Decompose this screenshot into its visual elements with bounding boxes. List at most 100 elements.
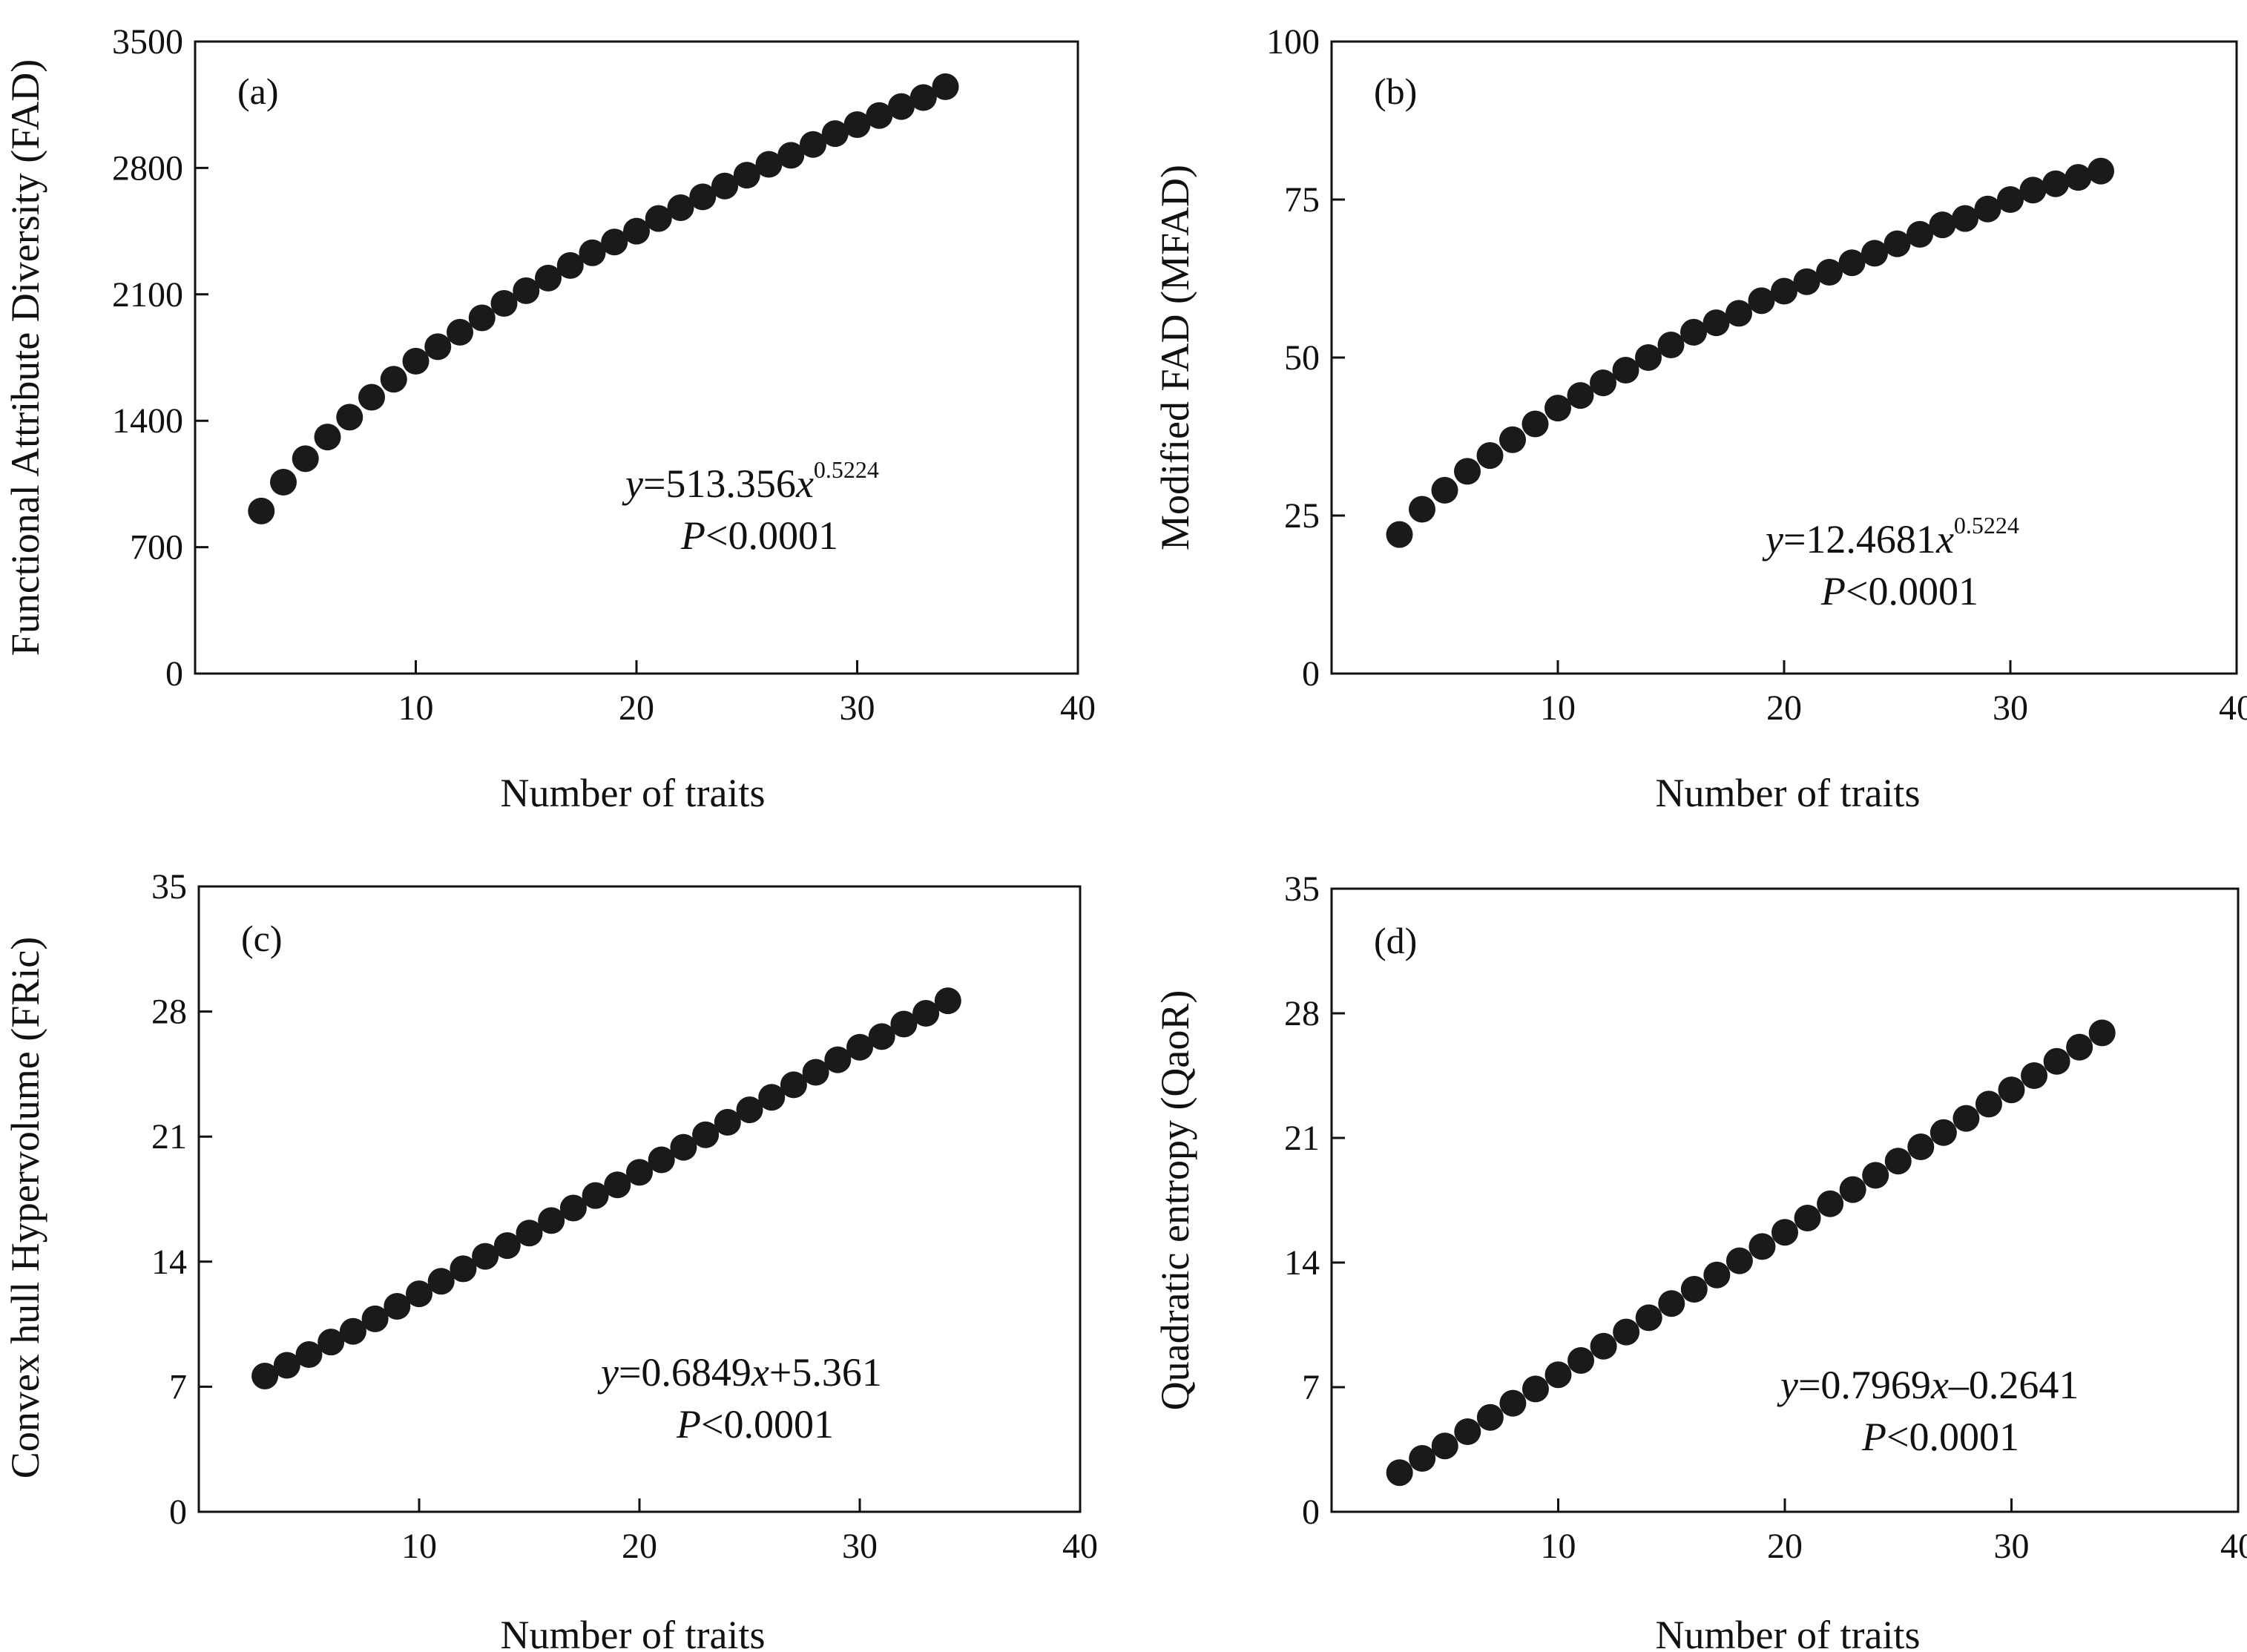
- panel-d-data-point: [1817, 1190, 1844, 1217]
- panel-c-data-point: [912, 1000, 940, 1027]
- panel-c-data-point: [604, 1171, 631, 1199]
- panel-b-xlabel: Number of traits: [1656, 771, 1921, 815]
- panel-b-data-point: [2019, 177, 2047, 204]
- panel-a-ylabel: Functional Attribute Diversity (FAD): [3, 59, 47, 656]
- panel-a-data-point: [358, 384, 385, 411]
- panel-a-equation: y=513.356x0.5224: [622, 456, 879, 506]
- panel-c-data-point: [758, 1084, 786, 1111]
- panel-c-plot-area: [197, 885, 1082, 1513]
- panel-b-data-point: [1952, 205, 1978, 232]
- panel-a-data-point: [623, 217, 650, 245]
- panel-c: 0 7 14 21 28 35 10 20 30 40 (c) Number of traits…: [3, 867, 1098, 1652]
- panel-a-data-point: [248, 497, 275, 524]
- panel-c-data-point: [714, 1108, 741, 1136]
- panel-a-pvalue: P<0.0001: [680, 513, 838, 558]
- panel-b-data-point: [1702, 309, 1730, 337]
- panel-d-data-point: [2043, 1047, 2070, 1075]
- panel-d-data-point: [1499, 1389, 1527, 1417]
- panel-a-data-point: [292, 445, 319, 473]
- panel-d-data-point: [1771, 1219, 1798, 1246]
- panel-a-data-point: [556, 251, 584, 279]
- panel-d-data-point: [1725, 1247, 1753, 1274]
- panel-c-data-point: [251, 1362, 279, 1389]
- panel-d-data-point: [1748, 1233, 1776, 1260]
- panel-a-data-point: [689, 183, 717, 211]
- panel-a-points: [248, 73, 959, 524]
- panel-a-ytick-label: 2100: [112, 275, 183, 315]
- panel-d-ytick-label: 0: [1302, 1493, 1320, 1532]
- panel-b-ytick-label: 0: [1302, 654, 1320, 694]
- panel-a-data-point: [535, 264, 562, 292]
- panel-a-data-point: [513, 277, 540, 304]
- panel-d-yticks: 0 7 14 21 28 35: [1284, 869, 1345, 1532]
- panel-d-ytick-label: 28: [1284, 994, 1320, 1033]
- panel-b-data-point: [1476, 442, 1504, 470]
- panel-d-data-point: [1907, 1133, 1935, 1160]
- panel-d-data-point: [2021, 1062, 2048, 1089]
- panel-c-label: (c): [241, 918, 283, 959]
- panel-d-xtick-label: 20: [1767, 1527, 1803, 1566]
- panel-d-data-point: [1386, 1459, 1413, 1487]
- panel-d-xtick-label: 40: [2220, 1527, 2247, 1566]
- panel-d-data-point: [1521, 1375, 1549, 1403]
- panel-c-data-point: [273, 1352, 300, 1379]
- panel-c-xtick-label: 30: [842, 1527, 878, 1566]
- panel-d-data-point: [1929, 1119, 1957, 1146]
- panel-d-data-point: [1680, 1276, 1708, 1303]
- panel-d-ylabel: Quadratic entropy (QaoR): [1153, 990, 1197, 1411]
- panel-a-data-point: [424, 333, 452, 361]
- panel-a-ytick-label: 3500: [112, 22, 183, 62]
- panel-d-data-point: [1613, 1318, 1640, 1346]
- panel-a: 0 700 1400 2100 2800 3500 10 20 30 40 (a) Number…: [3, 22, 1096, 815]
- panel-b-xtick-label: 40: [2219, 688, 2247, 728]
- panel-a-label: (a): [237, 70, 279, 112]
- panel-d-data-point: [1635, 1304, 1662, 1332]
- panel-d-pvalue: P<0.0001: [1861, 1415, 2019, 1459]
- panel-a-data-point: [601, 228, 628, 256]
- panel-a-data-point: [270, 468, 297, 496]
- panel-a-data-point: [777, 142, 805, 169]
- panel-a-data-point: [667, 194, 694, 221]
- panel-c-data-point: [427, 1268, 455, 1295]
- panel-a-data-point: [800, 131, 826, 158]
- panel-c-ytick-label: 7: [169, 1367, 187, 1406]
- panel-b-data-point: [1997, 186, 2024, 213]
- panel-c-data-point: [736, 1096, 763, 1124]
- panel-c-points: [251, 987, 961, 1389]
- panel-a-ytick-label: 700: [130, 528, 183, 567]
- panel-d-xticks: 10 20 30 40: [1541, 1498, 2247, 1566]
- panel-a-xlabel: Number of traits: [501, 771, 766, 815]
- panel-d-points: [1386, 1019, 2116, 1487]
- panel-b-xticks: 10 20 30 40: [1540, 660, 2247, 728]
- panel-b-data-point: [1884, 230, 1911, 257]
- panel-a-plot-area: [194, 40, 1079, 675]
- panel-a-data-point: [733, 162, 760, 189]
- panel-c-xtick-label: 10: [401, 1527, 437, 1566]
- panel-b-data-point: [1771, 277, 1797, 305]
- panel-c-data-point: [318, 1329, 345, 1356]
- panel-d-data-point: [1998, 1076, 2025, 1104]
- panel-d-data-point: [2088, 1019, 2116, 1047]
- panel-a-xtick-label: 30: [840, 688, 875, 728]
- panel-b-data-point: [1544, 395, 1571, 422]
- panel-d-data-point: [1454, 1418, 1481, 1445]
- panel-d-ytick-label: 14: [1284, 1243, 1320, 1283]
- panel-c-data-point: [339, 1317, 366, 1345]
- panel-d-data-point: [1567, 1347, 1595, 1374]
- panel-b-ytick-label: 25: [1284, 496, 1320, 536]
- panel-d-ytick-label: 35: [1284, 869, 1320, 909]
- panel-a-data-point: [336, 404, 363, 431]
- panel-b-data-point: [1386, 521, 1413, 548]
- panel-c-data-point: [406, 1280, 432, 1308]
- panel-c-data-point: [559, 1194, 587, 1222]
- panel-b-yticks: 0 25 50 75 100: [1266, 22, 1345, 694]
- panel-b-pvalue: P<0.0001: [1820, 569, 1978, 613]
- panel-c-ytick-label: 14: [151, 1243, 187, 1282]
- panel-c-data-point: [450, 1255, 477, 1283]
- panel-b-ytick-label: 100: [1266, 22, 1320, 62]
- panel-b-data-point: [1409, 496, 1435, 523]
- panel-b-data-point: [2042, 170, 2069, 197]
- panel-c-data-point: [626, 1159, 653, 1186]
- panel-a-xticks: 10 20 30 40: [398, 660, 1096, 728]
- panel-c-data-point: [384, 1293, 411, 1320]
